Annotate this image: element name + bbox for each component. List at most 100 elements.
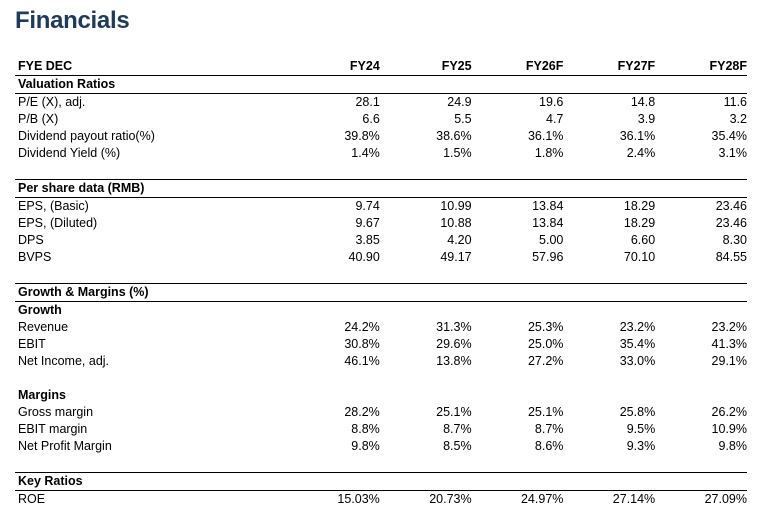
subsection-heading-row: Margins bbox=[15, 387, 747, 404]
cell-value: 27.09% bbox=[704, 492, 747, 506]
cell-value: 20.73% bbox=[429, 492, 472, 506]
cell-value: 35.4% bbox=[619, 337, 656, 351]
table-row: Dividend payout ratio(%) 39.8% 38.6% 36.… bbox=[15, 128, 747, 145]
cell-value: 9.8% bbox=[351, 439, 380, 453]
cell-value: 9.5% bbox=[626, 422, 656, 436]
row-label: Gross margin bbox=[18, 405, 94, 419]
cell-value: 31.3% bbox=[436, 320, 472, 334]
section-divider bbox=[15, 455, 747, 473]
row-label: ROE bbox=[18, 492, 46, 506]
table-row: EBIT 30.8% 29.6% 25.0% 35.4% 41.3% bbox=[15, 336, 747, 353]
cell-value: 84.55 bbox=[715, 250, 747, 264]
cell-value: 25.1% bbox=[527, 405, 564, 419]
financials-table: FYE DEC FY24 FY25 FY26F FY27F FY28F Valu… bbox=[15, 58, 747, 508]
cell-value: 3.9 bbox=[637, 112, 656, 126]
header-label: FYE DEC bbox=[15, 58, 288, 76]
table-row: Revenue 24.2% 31.3% 25.3% 23.2% 23.2% bbox=[15, 319, 747, 336]
cell-value: 10.9% bbox=[711, 422, 747, 436]
year-header: FY26F bbox=[471, 58, 564, 76]
cell-value: 8.7% bbox=[534, 422, 564, 436]
cell-value: 25.3% bbox=[527, 320, 564, 334]
cell-value: 70.10 bbox=[623, 250, 656, 264]
row-label: EPS, (Diluted) bbox=[18, 216, 98, 230]
table-row: ROE 15.03% 20.73% 24.97% 27.14% 27.09% bbox=[15, 491, 747, 509]
cell-value: 11.6 bbox=[723, 95, 747, 109]
section-heading-row: Per share data (RMB) bbox=[15, 179, 747, 198]
cell-value: 18.29 bbox=[623, 216, 656, 230]
cell-value: 2.4% bbox=[626, 146, 656, 160]
cell-value: 24.97% bbox=[520, 492, 564, 506]
table-row: EBIT margin 8.8% 8.7% 8.7% 9.5% 10.9% bbox=[15, 421, 747, 438]
row-label: Dividend Yield (%) bbox=[18, 146, 121, 160]
section-heading: Key Ratios bbox=[15, 472, 747, 491]
cell-value: 5.5 bbox=[454, 112, 472, 126]
table-row: Dividend Yield (%) 1.4% 1.5% 1.8% 2.4% 3… bbox=[15, 145, 747, 162]
cell-value: 15.03% bbox=[337, 492, 380, 506]
cell-value: 10.88 bbox=[440, 216, 472, 230]
section-heading-row: Growth & Margins (%) bbox=[15, 283, 747, 302]
cell-value: 36.1% bbox=[527, 129, 564, 143]
page-title: Financials bbox=[15, 7, 130, 34]
cell-value: 6.60 bbox=[630, 233, 656, 247]
section-divider bbox=[15, 266, 747, 284]
cell-value: 9.8% bbox=[718, 439, 748, 453]
cell-value: 30.8% bbox=[344, 337, 380, 351]
cell-value: 27.14% bbox=[612, 492, 656, 506]
cell-value: 29.1% bbox=[711, 354, 747, 368]
table-row: EPS, (Diluted) 9.67 10.88 13.84 18.29 23… bbox=[15, 215, 747, 232]
cell-value: 1.8% bbox=[534, 146, 564, 160]
cell-value: 33.0% bbox=[619, 354, 656, 368]
subsection-heading-row: Growth bbox=[15, 302, 747, 320]
cell-value: 9.67 bbox=[355, 216, 380, 230]
year-header: FY27F bbox=[563, 58, 656, 76]
table-row: Net Profit Margin 9.8% 8.5% 8.6% 9.3% 9.… bbox=[15, 438, 747, 455]
cell-value: 8.6% bbox=[534, 439, 564, 453]
cell-value: 27.2% bbox=[527, 354, 564, 368]
cell-value: 9.3% bbox=[626, 439, 656, 453]
section-heading: Valuation Ratios bbox=[15, 75, 747, 94]
section-heading-row: Key Ratios bbox=[15, 472, 747, 491]
cell-value: 40.90 bbox=[348, 250, 380, 264]
cell-value: 13.84 bbox=[532, 199, 564, 213]
cell-value: 25.1% bbox=[436, 405, 472, 419]
section-heading-row: Valuation Ratios bbox=[15, 75, 747, 94]
row-label: EBIT margin bbox=[18, 422, 88, 436]
cell-value: 4.7 bbox=[546, 112, 564, 126]
row-label: EPS, (Basic) bbox=[18, 199, 89, 213]
table-row: EPS, (Basic) 9.74 10.99 13.84 18.29 23.4… bbox=[15, 198, 747, 216]
cell-value: 8.5% bbox=[443, 439, 472, 453]
cell-value: 4.20 bbox=[447, 233, 472, 247]
cell-value: 3.1% bbox=[718, 146, 748, 160]
cell-value: 23.46 bbox=[715, 199, 747, 213]
cell-value: 6.6 bbox=[362, 112, 380, 126]
cell-value: 9.74 bbox=[355, 199, 380, 213]
section-heading: Per share data (RMB) bbox=[15, 179, 747, 198]
row-label: Revenue bbox=[18, 320, 69, 334]
cell-value: 14.8 bbox=[630, 95, 656, 109]
cell-value: 23.46 bbox=[715, 216, 747, 230]
cell-value: 57.96 bbox=[532, 250, 564, 264]
cell-value: 26.2% bbox=[711, 405, 747, 419]
cell-value: 18.29 bbox=[623, 199, 656, 213]
cell-value: 25.0% bbox=[527, 337, 564, 351]
cell-value: 1.5% bbox=[443, 146, 472, 160]
cell-value: 8.8% bbox=[351, 422, 380, 436]
cell-value: 1.4% bbox=[351, 146, 380, 160]
cell-value: 13.8% bbox=[436, 354, 472, 368]
cell-value: 49.17 bbox=[440, 250, 472, 264]
cell-value: 13.84 bbox=[532, 216, 564, 230]
table-header-row: FYE DEC FY24 FY25 FY26F FY27F FY28F bbox=[15, 58, 747, 76]
cell-value: 10.99 bbox=[440, 199, 472, 213]
row-label: Dividend payout ratio(%) bbox=[18, 129, 155, 143]
section-heading: Growth & Margins (%) bbox=[15, 283, 747, 302]
cell-value: 5.00 bbox=[539, 233, 564, 247]
subsection-heading: Growth bbox=[18, 303, 62, 317]
cell-value: 28.2% bbox=[344, 405, 380, 419]
cell-value: 25.8% bbox=[619, 405, 656, 419]
year-header: FY25 bbox=[379, 58, 472, 76]
row-label: P/E (X), adj. bbox=[18, 95, 86, 109]
cell-value: 23.2% bbox=[711, 320, 747, 334]
cell-value: 41.3% bbox=[711, 337, 747, 351]
row-label: EBIT bbox=[18, 337, 46, 351]
cell-value: 28.1 bbox=[355, 95, 380, 109]
